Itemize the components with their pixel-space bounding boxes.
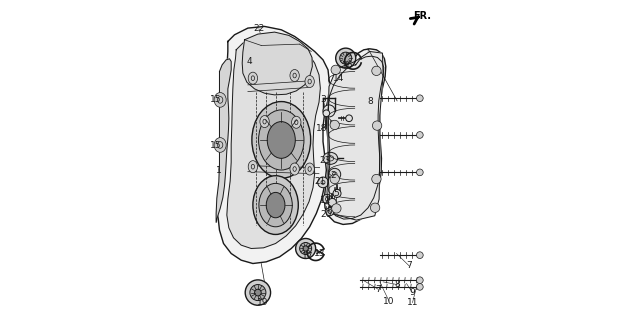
Text: 16: 16 <box>342 61 354 70</box>
Ellipse shape <box>372 66 381 76</box>
Ellipse shape <box>346 115 352 122</box>
Ellipse shape <box>266 192 285 218</box>
Ellipse shape <box>323 105 335 117</box>
Ellipse shape <box>254 289 261 296</box>
Text: 15: 15 <box>210 141 221 150</box>
Text: 4: 4 <box>247 57 252 66</box>
Ellipse shape <box>290 163 300 175</box>
Text: 15: 15 <box>210 95 221 104</box>
Text: 6: 6 <box>326 207 332 216</box>
Ellipse shape <box>250 284 266 300</box>
Text: 17: 17 <box>302 252 314 261</box>
Text: 12: 12 <box>320 196 331 204</box>
Ellipse shape <box>333 189 341 197</box>
Text: 8: 8 <box>394 280 400 289</box>
Text: 8: 8 <box>367 97 373 106</box>
Text: 23: 23 <box>319 156 330 164</box>
Ellipse shape <box>259 183 293 227</box>
Text: 7: 7 <box>375 285 381 294</box>
Ellipse shape <box>336 48 356 68</box>
Ellipse shape <box>417 169 423 176</box>
Ellipse shape <box>417 277 423 284</box>
Text: 3: 3 <box>320 95 326 104</box>
Polygon shape <box>324 49 386 224</box>
Polygon shape <box>327 56 384 219</box>
Ellipse shape <box>214 138 226 152</box>
Polygon shape <box>218 27 329 263</box>
Ellipse shape <box>322 194 332 204</box>
Text: FR.: FR. <box>413 11 431 21</box>
Ellipse shape <box>331 65 340 75</box>
Text: 20: 20 <box>321 210 332 219</box>
Text: 5: 5 <box>333 189 339 198</box>
Ellipse shape <box>303 246 308 251</box>
Text: 18: 18 <box>315 124 327 133</box>
Ellipse shape <box>329 168 341 180</box>
Ellipse shape <box>328 198 336 206</box>
Ellipse shape <box>332 204 341 213</box>
Ellipse shape <box>372 174 381 184</box>
Text: 1: 1 <box>216 165 222 174</box>
Polygon shape <box>216 59 231 222</box>
Polygon shape <box>227 34 321 249</box>
Polygon shape <box>242 32 312 95</box>
Ellipse shape <box>253 176 298 235</box>
Text: 2: 2 <box>330 171 336 180</box>
Text: 22: 22 <box>253 24 265 33</box>
Ellipse shape <box>292 116 301 128</box>
Ellipse shape <box>370 203 380 212</box>
Ellipse shape <box>373 121 382 130</box>
Ellipse shape <box>259 110 304 170</box>
Ellipse shape <box>340 52 352 64</box>
Text: 13: 13 <box>314 249 326 258</box>
Ellipse shape <box>317 177 328 188</box>
Text: 9: 9 <box>410 288 415 297</box>
Ellipse shape <box>245 280 270 305</box>
Ellipse shape <box>296 238 315 259</box>
Ellipse shape <box>323 152 338 164</box>
Ellipse shape <box>330 120 340 130</box>
Text: 7: 7 <box>406 261 412 270</box>
Ellipse shape <box>323 110 329 116</box>
Ellipse shape <box>267 122 295 158</box>
Ellipse shape <box>330 174 340 184</box>
Ellipse shape <box>417 284 423 290</box>
Polygon shape <box>328 52 383 220</box>
Ellipse shape <box>252 101 310 178</box>
Ellipse shape <box>214 92 226 107</box>
Ellipse shape <box>260 116 269 128</box>
Ellipse shape <box>305 76 314 88</box>
Ellipse shape <box>326 208 334 216</box>
Text: 19: 19 <box>256 298 268 307</box>
Ellipse shape <box>417 132 423 138</box>
Ellipse shape <box>300 243 312 254</box>
Ellipse shape <box>305 163 314 175</box>
Ellipse shape <box>248 161 258 173</box>
Ellipse shape <box>417 252 423 259</box>
Ellipse shape <box>248 72 258 84</box>
Text: 21: 21 <box>314 177 326 186</box>
Text: 11: 11 <box>407 298 418 307</box>
Text: 14: 14 <box>333 74 345 83</box>
Text: 10: 10 <box>384 297 395 306</box>
Ellipse shape <box>290 69 300 82</box>
Ellipse shape <box>417 95 423 101</box>
